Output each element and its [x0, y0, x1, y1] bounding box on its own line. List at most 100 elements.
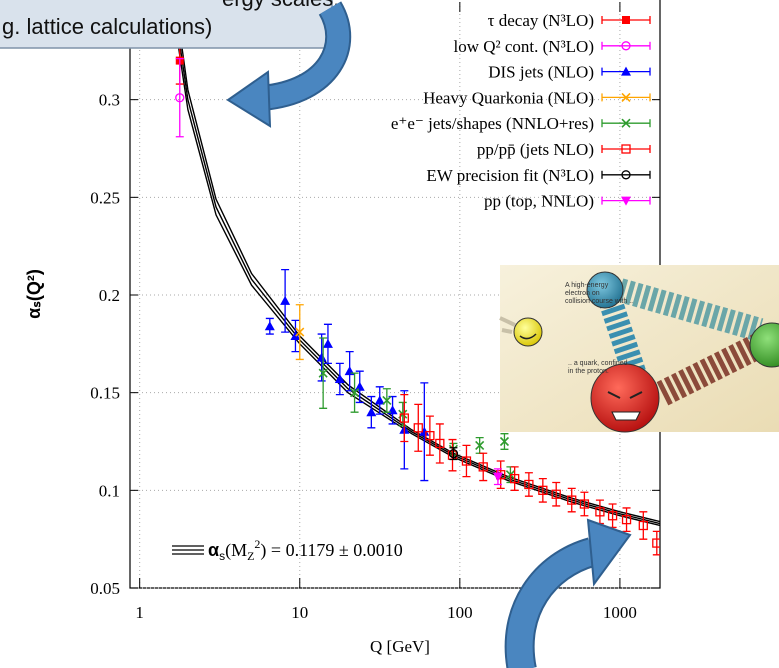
- marker: [595, 507, 605, 517]
- error-bar: [622, 507, 631, 533]
- error-bar: [552, 481, 561, 507]
- marker: [478, 462, 488, 472]
- y-tick-label: 0.3: [99, 91, 120, 110]
- marker: [387, 405, 398, 415]
- caption-line: electron on: [565, 290, 600, 297]
- caption-line: collision course with ..: [565, 298, 633, 305]
- marker: [621, 170, 631, 180]
- marker: [425, 430, 435, 441]
- error-bar: [639, 511, 648, 540]
- marker: [461, 456, 472, 466]
- marker: [322, 338, 333, 348]
- arrow: [226, 1, 352, 128]
- error-bar: [567, 487, 576, 513]
- legend-label: pp/pp̄ (jets NLO): [477, 140, 594, 159]
- callout: ergy scales, g. lattice calculations): [0, 0, 339, 49]
- error-bar: [400, 393, 409, 443]
- legend-label: EW precision fit (N³LO): [426, 166, 594, 185]
- marker: [366, 407, 377, 417]
- marker: [638, 520, 648, 531]
- quark: [590, 363, 660, 433]
- marker: [419, 426, 430, 436]
- marker: [621, 66, 631, 76]
- y-tick-label: 0.15: [90, 384, 120, 403]
- marker: [334, 373, 345, 383]
- grid: [130, 2, 660, 589]
- electron: [513, 317, 543, 347]
- marker: [551, 489, 561, 499]
- quark: [749, 322, 779, 368]
- error-bar: [414, 403, 423, 452]
- quark: [586, 271, 624, 309]
- legend-label: DIS jets (NLO): [488, 63, 594, 82]
- annotation: αs(MZ2) = 0.1179 ± 0.0010: [172, 537, 403, 563]
- marker: [354, 381, 365, 391]
- error-bar: [510, 466, 519, 491]
- legend-label: e⁺e⁻ jets/shapes (NNLO+res): [391, 114, 594, 133]
- caption: A high-energy electron on collision cour…: [565, 282, 633, 375]
- legend-label: Heavy Quarkonia (NLO): [423, 88, 594, 107]
- gluon-tube: [616, 278, 764, 342]
- error-bar: [652, 530, 660, 556]
- motion-line: [499, 316, 516, 327]
- error-bar: [462, 444, 471, 478]
- marker: [448, 448, 459, 459]
- plot-area: [171, 0, 660, 556]
- marker: [295, 327, 305, 337]
- marker: [344, 366, 355, 376]
- annotation-part: Z: [247, 549, 254, 563]
- marker: [475, 440, 485, 450]
- marker: [607, 511, 618, 521]
- callout-line: g. lattice calculations): [2, 14, 212, 39]
- arrow-body: [506, 539, 597, 668]
- y-axis-label: αₛ(Q²): [24, 269, 44, 319]
- error-bar: [175, 57, 184, 138]
- electron-face: [519, 333, 537, 340]
- legend: τ decay (N³LO) low Q² cont. (N³LO) DIS jet…: [391, 11, 651, 211]
- marker: [621, 41, 631, 51]
- callout-line: ergy scales,: [222, 0, 339, 11]
- axes: Q [GeV] αₛ(Q²) 0.05 0.1 0.15 0.2 0.25 0.3 1 10 1…: [24, 2, 660, 656]
- arrow-head: [586, 518, 632, 587]
- motion-line: [501, 328, 513, 334]
- error-bar: [608, 503, 617, 529]
- quark-face: [607, 391, 643, 399]
- marker: [567, 495, 577, 505]
- annotation-part: ) = 0.1179 ± 0.0010: [260, 540, 402, 561]
- legend-label: low Q² cont. (N³LO): [454, 37, 595, 56]
- marker: [399, 413, 409, 423]
- x-tick-label: 1000: [603, 603, 637, 622]
- illustration: A high-energy electron on collision cour…: [499, 265, 779, 433]
- error-bar: [580, 491, 589, 517]
- error-bar: [435, 423, 444, 464]
- annotation-part: α: [208, 540, 219, 560]
- marker: [435, 438, 445, 449]
- marker: [175, 93, 185, 103]
- error-bar: [479, 452, 488, 482]
- error-bar: [425, 415, 434, 456]
- annotation-part: s: [219, 549, 225, 563]
- annotation-part: (M: [225, 540, 247, 561]
- error-bar: [448, 438, 457, 472]
- y-tick-label: 0.1: [99, 481, 120, 500]
- marker: [652, 538, 660, 548]
- marker: [499, 436, 510, 447]
- caption-line: in the proton.: [568, 368, 609, 375]
- legend-label: τ decay (N³LO): [488, 11, 594, 30]
- marker: [579, 499, 590, 509]
- marker: [374, 395, 385, 405]
- arrow: [504, 518, 632, 668]
- marker: [621, 92, 631, 102]
- callout-box: [0, 0, 333, 49]
- arrow-head: [226, 70, 272, 128]
- y-tick-label: 0.25: [90, 188, 120, 207]
- marker: [318, 368, 328, 378]
- caption-line: A high-energy: [565, 282, 609, 289]
- marker: [621, 514, 632, 525]
- marker: [538, 485, 548, 495]
- marker: [382, 395, 392, 406]
- arrow-body: [260, 2, 350, 109]
- gluon-tube: [654, 333, 766, 407]
- marker: [492, 472, 503, 482]
